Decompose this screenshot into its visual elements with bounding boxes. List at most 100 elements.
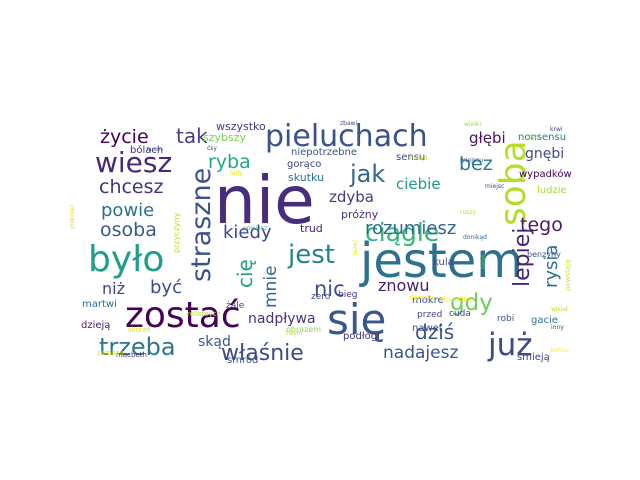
word-cloud-word: zdyba: [329, 188, 374, 206]
word-cloud-word: żale: [226, 301, 245, 311]
word-cloud-word: dzieją: [81, 320, 110, 331]
word-cloud-word: gdy: [450, 290, 493, 316]
word-cloud-word: miejscu: [460, 157, 483, 164]
word-cloud-word: cię: [233, 259, 257, 288]
word-cloud-word: inny: [551, 324, 564, 331]
word-cloud-word: rysia: [541, 245, 562, 288]
word-cloud-word: tym: [529, 134, 541, 141]
word-cloud-word: powie: [101, 200, 154, 221]
word-cloud-word: damno: [409, 294, 433, 302]
word-cloud-word: znikąd: [408, 155, 428, 162]
word-cloud-word: powiesz: [243, 225, 267, 232]
word-cloud-word: końcu: [551, 347, 569, 354]
word-cloud-word: ciągle: [365, 218, 439, 247]
word-cloud-word: smród: [227, 354, 258, 366]
word-cloud-word: być: [150, 277, 182, 298]
word-cloud-word: próżny: [341, 208, 379, 221]
word-cloud-word: kiedy: [223, 222, 272, 243]
word-cloud-word: przyczyny: [172, 212, 181, 253]
word-cloud-word: zero: [311, 292, 331, 302]
word-cloud-word: cuda: [449, 309, 471, 319]
word-cloud-word: ryba: [208, 151, 251, 173]
word-cloud-word: znowu: [378, 276, 430, 295]
word-cloud-word: zamsze: [97, 349, 123, 357]
word-cloud-word: gnębi: [525, 146, 564, 162]
word-cloud-word: nie: [214, 162, 315, 239]
word-cloud-word: miejsc: [485, 183, 504, 190]
word-cloud-word: ciebie: [396, 175, 441, 193]
word-cloud-word: trzeba: [99, 333, 176, 361]
word-cloud-word: łazem: [147, 147, 162, 153]
word-cloud-word: rozumiesz: [365, 218, 456, 239]
word-cloud-word: się: [327, 295, 386, 344]
word-cloud-word: bez: [459, 153, 493, 175]
word-cloud-word: przed: [417, 310, 442, 320]
word-cloud-word: mokre: [412, 295, 444, 306]
word-cloud-word: jestem: [359, 233, 523, 289]
word-cloud-word: tego: [520, 214, 563, 236]
word-cloud-word: jak: [349, 160, 385, 188]
word-cloud-word: benzyny: [527, 250, 561, 259]
word-cloud-word: straszne: [186, 168, 217, 282]
word-cloud-word: pieluchach: [265, 119, 428, 154]
word-cloud-word: mnie: [261, 265, 281, 308]
word-cloud-word: niepotrzebne: [291, 147, 357, 158]
word-cloud-word: ludzie: [537, 185, 567, 196]
word-cloud-word: podłogi: [343, 331, 380, 342]
word-cloud-word: niż: [102, 279, 125, 298]
word-cloud-word: głębi: [469, 129, 506, 147]
word-cloud-word: donikąd: [463, 234, 487, 241]
word-cloud-word: dziś: [415, 320, 454, 344]
word-cloud-word: martwi: [82, 299, 117, 310]
word-cloud-word: wiesz: [95, 146, 172, 179]
word-cloud-word: krwi: [550, 126, 563, 133]
word-cloud-word: śmieją: [517, 351, 550, 363]
word-cloud-word: zostać: [125, 295, 241, 336]
word-cloud-word: skutku: [288, 171, 324, 184]
word-cloud-word: wisiał: [551, 306, 568, 313]
word-cloud-word: macbeth: [116, 351, 147, 359]
word-cloud-word: rollsroyce: [187, 310, 221, 318]
word-cloud-word: powstają: [564, 260, 572, 291]
word-cloud-word: chcesz: [99, 176, 164, 198]
word-cloud-word: gacie: [531, 315, 558, 326]
word-cloud-word: już: [487, 327, 533, 363]
word-cloud-word: nadajesz: [383, 343, 458, 363]
word-cloud-word: trud: [300, 222, 323, 235]
word-cloud-word: osoba: [100, 219, 157, 241]
word-cloud-word: zbawi: [340, 120, 358, 127]
word-cloud-word: było: [88, 239, 164, 280]
word-cloud-word: wypadków: [519, 168, 572, 180]
word-cloud-word: lady: [230, 170, 243, 177]
word-cloud-word: szybszy: [203, 131, 247, 144]
word-cloud-word: życie: [100, 126, 149, 148]
word-cloud-word: ćsy: [207, 145, 217, 152]
word-cloud-word: lepiej: [510, 228, 535, 287]
word-cloud-word: nonsensu: [518, 132, 566, 143]
word-cloud-word: skórze: [128, 326, 151, 334]
word-cloud-word: sensu: [396, 152, 425, 163]
word-cloud-word: gorąco: [287, 159, 321, 170]
word-cloud-word: tak: [176, 124, 208, 148]
word-cloud-word: bieg: [338, 290, 357, 300]
word-cloud-word: zniknieć: [69, 204, 76, 229]
word-cloud-word: jest: [287, 240, 335, 270]
word-cloud-word: wszystko: [216, 120, 266, 133]
word-cloud-word: właśnie: [221, 341, 304, 366]
word-cloud-word: skąd: [198, 334, 231, 350]
word-cloud-word: robi: [497, 314, 514, 324]
word-cloud-word: kula: [433, 257, 454, 268]
word-cloud-word: jeżeć: [352, 240, 359, 257]
word-cloud-word: tenis: [480, 254, 487, 269]
word-cloud-word: nawet: [412, 323, 443, 334]
word-cloud-word: obrazem: [286, 325, 321, 334]
word-cloud-word: zbiorniku: [440, 296, 472, 304]
word-cloud-word: twym: [286, 330, 303, 337]
word-cloud-word: soba: [493, 140, 534, 226]
word-cloud-word: bólach: [130, 144, 163, 156]
word-cloud-word: nadpływa: [248, 311, 316, 327]
word-cloud-word: wielki: [464, 121, 481, 128]
word-cloud-word: nic: [314, 277, 345, 301]
word-cloud-word: ruszy: [460, 209, 477, 216]
